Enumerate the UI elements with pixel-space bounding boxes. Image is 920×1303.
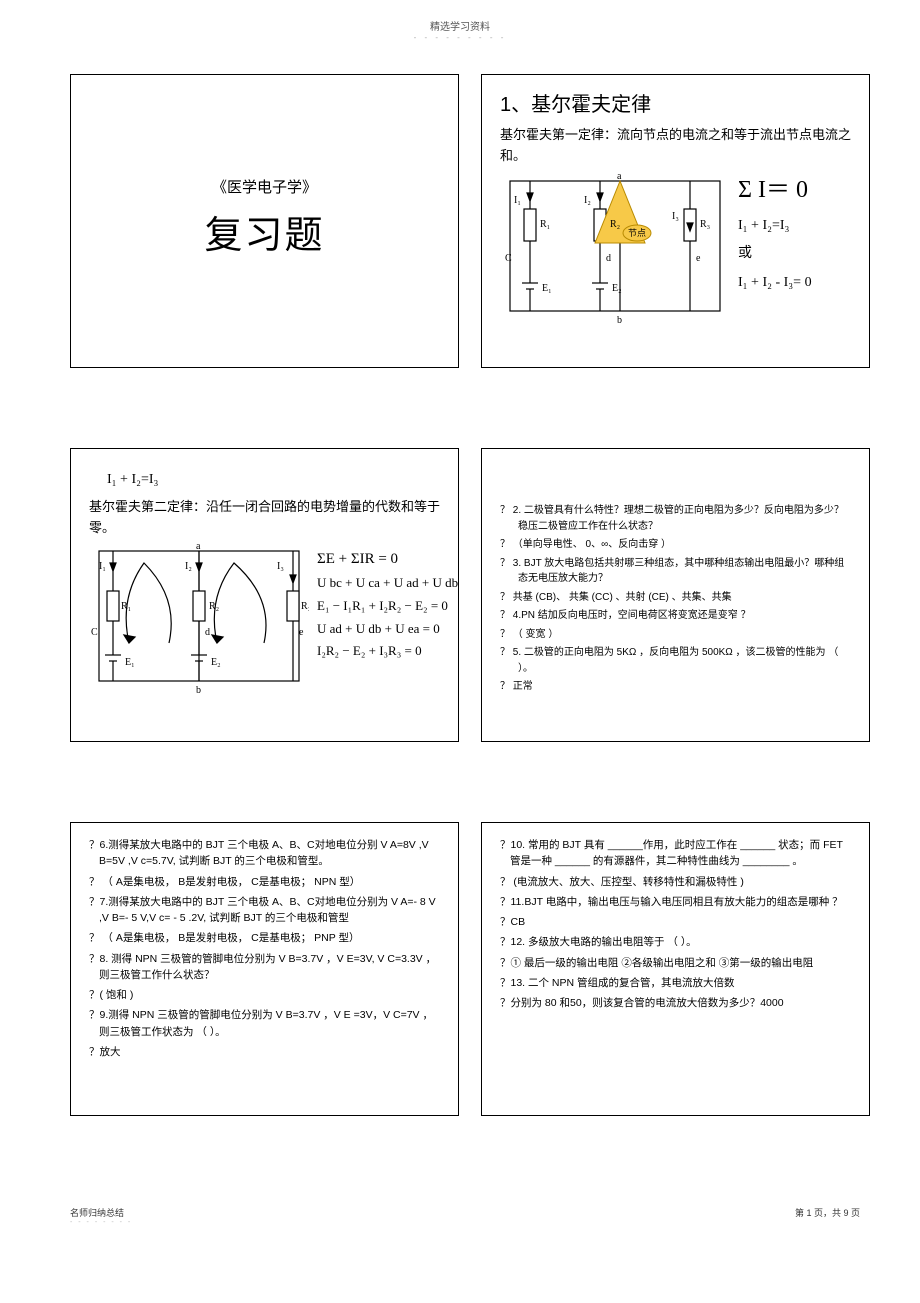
svg-text:C: C <box>505 253 512 264</box>
slide2-or: 或 <box>738 243 851 265</box>
a7: ？ （ A是集电极， B是发射电极， C是基电极； PNP 型） <box>89 930 440 946</box>
slide1-subtitle: 《医学电子学》 <box>212 176 317 200</box>
a10: ？ (电流放大、放大、压控型、转移特性和漏极特性 ) <box>500 874 851 890</box>
slide1-title: 复习题 <box>204 206 324 267</box>
svg-text:d: d <box>205 627 210 638</box>
svg-text:I₃: I₃ <box>277 561 284 572</box>
slide3-eqD: I₂R₂ − E₂ + I₃R₃ = 0 <box>317 641 459 662</box>
svg-text:b: b <box>196 685 201 696</box>
q7: ？7.测得某放大电路中的 BJT 三个电极 A、B、C对地电位分别为 V A=-… <box>89 894 440 927</box>
svg-text:a: a <box>196 543 201 552</box>
svg-text:节点: 节点 <box>628 228 646 238</box>
q8: ？8. 测得 NPN 三极管的管脚电位分别为 V B=3.7V ，V E=3V,… <box>89 951 440 984</box>
slide3-sum-eq: ΣE + ΣIR = 0 <box>317 547 459 571</box>
a8: ？( 饱和 ) <box>89 987 440 1003</box>
svg-text:b: b <box>617 315 622 326</box>
svg-text:R₂: R₂ <box>610 219 620 230</box>
a6: ？ （ A是集电极， B是发射电极， C是基电极； NPN 型） <box>89 874 440 890</box>
svg-text:e: e <box>696 253 701 264</box>
q11: ？11.BJT 电路中，输出电压与输入电压同相且有放大能力的组态是哪种 ？ <box>500 894 851 910</box>
q13: ？13. 二个 NPN 管组成的复合管，其电流放大倍数 <box>500 975 851 991</box>
svg-text:I₂: I₂ <box>185 561 192 572</box>
a12: ？① 最后一级的输出电阻 ②各级输出电阻之和 ③第一级的输出电阻 <box>500 955 851 971</box>
slide2-sum-eq: Σ I＝ 0 <box>738 171 851 209</box>
svg-text:R₃: R₃ <box>301 601 309 612</box>
slide2-title: 1、基尔霍夫定律 <box>500 89 851 121</box>
slide-row: I₁ + I₂=I₃ 基尔霍夫第二定律：沿任一闭合回路的电势增量的代数和等于零。 <box>70 448 870 742</box>
slide3-law2: 基尔霍夫第二定律：沿任一闭合回路的电势增量的代数和等于零。 <box>89 497 440 539</box>
slide3-eq-top: I₁ + I₂=I₃ <box>107 469 440 491</box>
q4: ？ 4.PN 结加反向电压时，空间电荷区将变宽还是变窄 ？ <box>500 608 851 624</box>
slide2-eq1: I₁ + I₂=I₃ <box>738 215 851 237</box>
page-header: 精选学习资料 - - - - - - - - - <box>0 0 920 44</box>
svg-text:E₁: E₁ <box>542 283 552 294</box>
header-text: 精选学习资料 <box>0 18 920 33</box>
svg-text:I₃: I₃ <box>672 211 679 222</box>
slide2-eq2: I₁ + I₂ - I₃= 0 <box>738 272 851 294</box>
slide-row: ？6.测得某放大电路中的 BJT 三个电极 A、B、C对地电位分别 V A=8V… <box>70 822 870 1116</box>
slide3-eqB: E₁ − I₁R₁ + I₂R₂ − E₂ = 0 <box>317 596 459 617</box>
slide-1: 《医学电子学》 复习题 <box>70 74 459 368</box>
a5: ？ 正常 <box>500 679 851 695</box>
slide-3: I₁ + I₂=I₃ 基尔霍夫第二定律：沿任一闭合回路的电势增量的代数和等于零。 <box>70 448 459 742</box>
q10: ？10. 常用的 BJT 具有 ______作用，此时应工作在 ______ 状… <box>500 837 851 870</box>
slide3-eqA: U bc + U ca + U ad + U db = 0 <box>317 573 459 594</box>
svg-text:E₂: E₂ <box>211 657 221 668</box>
slide-2: 1、基尔霍夫定律 基尔霍夫第一定律：流向节点的电流之和等于流出节点电流之和。 <box>481 74 870 368</box>
svg-text:I₁: I₁ <box>99 561 106 572</box>
a2: ？ （单向导电性、 0、∞、反向击穿 ） <box>500 537 851 553</box>
q9: ？9.测得 NPN 三极管的管脚电位分别为 V B=3.7V ，V E =3V，… <box>89 1007 440 1040</box>
svg-text:E₁: E₁ <box>125 657 135 668</box>
slide-5: ？6.测得某放大电路中的 BJT 三个电极 A、B、C对地电位分别 V A=8V… <box>70 822 459 1116</box>
kirchhoff-circuit-1: 节点 a b C d e I₁ I₂ I₃ R₁ R₂ R₃ <box>500 171 730 331</box>
kirchhoff-circuit-2: a b C d e I₁ I₂ I₃ R₁ R₂ R₃ E₁ E <box>89 543 309 698</box>
svg-text:d: d <box>606 253 611 264</box>
svg-text:R₂: R₂ <box>209 601 219 612</box>
svg-text:R₁: R₁ <box>121 601 131 612</box>
svg-text:I₂: I₂ <box>584 195 591 206</box>
svg-text:R₁: R₁ <box>540 219 550 230</box>
slide-4: ？ 2. 二极管具有什么特性？理想二极管的正向电阻为多少？反向电阻为多少？稳压二… <box>481 448 870 742</box>
a11: ？CB <box>500 914 851 930</box>
svg-text:e: e <box>299 627 304 638</box>
q12: ？12. 多级放大电路的输出电阻等于 （ ）。 <box>500 934 851 950</box>
slide-row: 《医学电子学》 复习题 1、基尔霍夫定律 基尔霍夫第一定律：流向节点的电流之和等… <box>70 74 870 368</box>
svg-text:R₃: R₃ <box>700 219 710 230</box>
svg-text:I₁: I₁ <box>514 195 521 206</box>
slide2-law1: 基尔霍夫第一定律：流向节点的电流之和等于流出节点电流之和。 <box>500 125 851 167</box>
slide3-eqC: U ad + U db + U ea = 0 <box>317 619 459 640</box>
footer-left: 名师归纳总结 - - - - - - - - <box>70 1206 132 1226</box>
page-footer: 名师归纳总结 - - - - - - - - 第 1 页，共 9 页 <box>0 1206 920 1242</box>
a3: ？ 共基 (CB)、 共集 (CC) 、共射 (CE) 、共集、共集 <box>500 590 851 606</box>
q5: ？ 5. 二极管的正向电阻为 5KΩ ，反向电阻为 500KΩ ，该二极管的性能… <box>500 645 851 676</box>
a4: ？ （ 变宽 ） <box>500 627 851 643</box>
a13: ？分别为 80 和50，则该复合管的电流放大倍数为多少？4000 <box>500 995 851 1011</box>
slide-6: ？10. 常用的 BJT 具有 ______作用，此时应工作在 ______ 状… <box>481 822 870 1116</box>
q3: ？ 3. BJT 放大电路包括共射哪三种组态，其中哪种组态输出电阻最小？哪种组态… <box>500 556 851 587</box>
q6: ？6.测得某放大电路中的 BJT 三个电极 A、B、C对地电位分别 V A=8V… <box>89 837 440 870</box>
svg-text:E₂: E₂ <box>612 283 622 294</box>
footer-right: 第 1 页，共 9 页 <box>795 1206 860 1226</box>
header-dots: - - - - - - - - - <box>0 33 920 42</box>
a9: ？放大 <box>89 1044 440 1060</box>
q2: ？ 2. 二极管具有什么特性？理想二极管的正向电阻为多少？反向电阻为多少？稳压二… <box>500 503 851 534</box>
slides-container: 《医学电子学》 复习题 1、基尔霍夫定律 基尔霍夫第一定律：流向节点的电流之和等… <box>0 44 920 1206</box>
svg-text:a: a <box>617 171 622 182</box>
svg-text:C: C <box>91 627 98 638</box>
